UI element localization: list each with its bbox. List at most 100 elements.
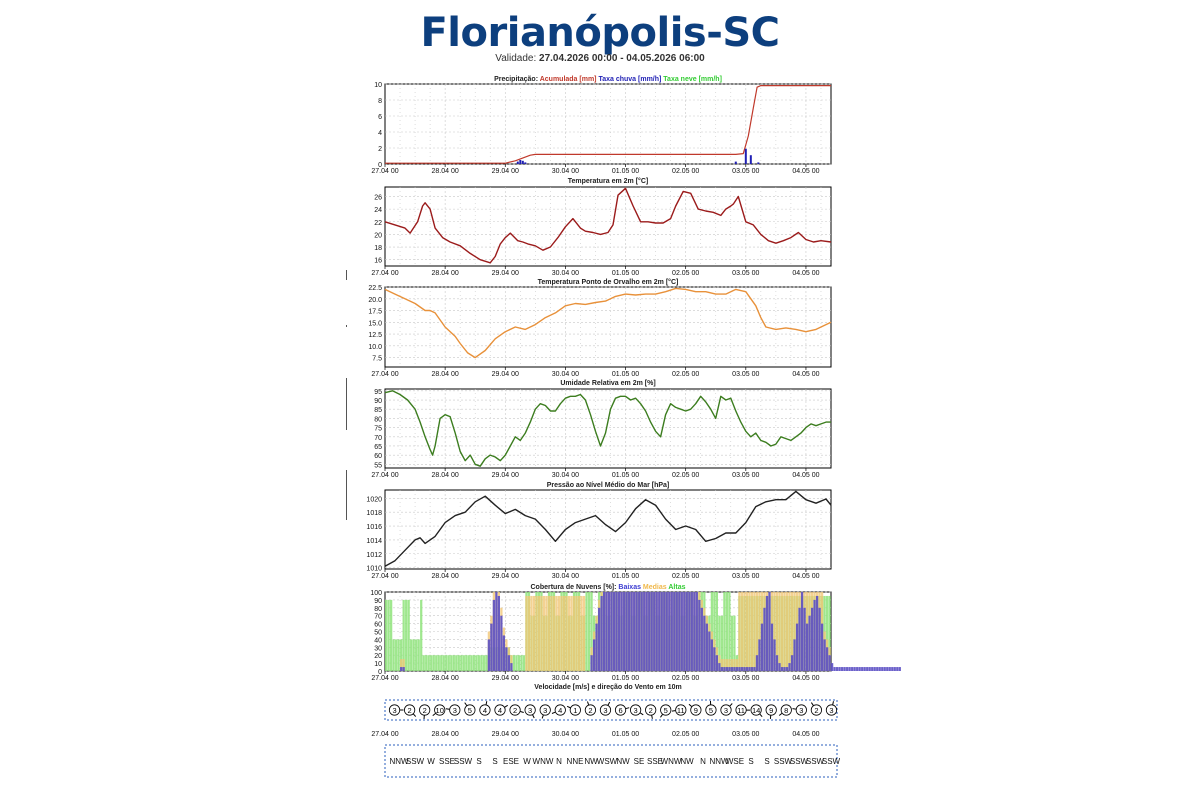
cloud-low-bar	[836, 667, 839, 671]
panel-title-part: Temperatura Ponto de Orvalho em 2m [°C]	[538, 278, 679, 286]
y-tick-label: 90	[374, 398, 382, 405]
cloud-mid-bar	[545, 595, 548, 671]
wind-direction-arrow	[688, 703, 692, 707]
wind-speed-circle	[554, 704, 566, 716]
cloud-low-bar	[848, 667, 851, 671]
series-line	[385, 84, 831, 164]
cloud-low-bar	[878, 667, 881, 671]
cloud-low-bar	[818, 607, 821, 671]
cloud-low-bar	[635, 592, 638, 671]
x-tick-label: 04.05 00	[792, 270, 819, 277]
wind-speed-label: 2	[408, 706, 412, 715]
wind-speed-label: 6	[618, 706, 622, 715]
wind-direction-arrow	[412, 713, 417, 717]
cloud-mid-bar	[572, 595, 576, 671]
cloud-low-bar	[720, 667, 724, 671]
y-tick-label: 1010	[366, 566, 382, 573]
cloud-mid-bar	[552, 595, 556, 671]
cloud-low-bar	[735, 667, 739, 671]
y-tick-label: 20.0	[368, 297, 382, 304]
cloud-high-bar	[587, 592, 591, 671]
wind-speed-label: 2	[814, 706, 818, 715]
x-tick-label: 27.04 00	[371, 168, 398, 175]
cloud-low-bar	[886, 667, 889, 671]
wind-speed-label: 4	[483, 706, 487, 715]
y-tick-label: 65	[374, 444, 382, 451]
cloud-mid-bar	[793, 592, 796, 671]
cloud-high-bar	[470, 655, 473, 671]
cloud-mid-bar	[785, 592, 789, 671]
page-title: Florianópolis-SC	[420, 10, 780, 56]
cloud-low-bar	[785, 667, 789, 671]
cloud-low-bar	[800, 592, 804, 671]
cloud-low-bar	[883, 667, 886, 671]
x-tick-label: 01.05 00	[612, 168, 639, 175]
wind-speed-label: 9	[769, 706, 773, 715]
y-tick-label: 10	[374, 82, 382, 89]
y-tick-label: 90	[374, 598, 382, 605]
cloud-high-bar	[390, 599, 393, 671]
cloud-mid-bar	[532, 595, 536, 671]
cloud-low-bar	[507, 655, 511, 671]
cloud-low-bar	[778, 663, 781, 671]
wind-x-tick-label: 01.05 00	[612, 731, 639, 738]
cloud-low-bar	[705, 623, 708, 671]
cloud-low-bar	[645, 592, 648, 671]
cloud-low-bar	[888, 667, 891, 671]
cloud-high-bar	[825, 595, 829, 671]
wind-speed-circle	[825, 704, 838, 716]
cloud-low-bar	[755, 655, 759, 671]
cloud-high-bar	[462, 655, 465, 671]
wind-speed-label: 14	[752, 706, 760, 715]
cloud-low-bar	[858, 667, 861, 671]
left-edge-mark	[346, 378, 347, 430]
cloud-low-bar	[768, 592, 771, 671]
wind-direction-arrow	[432, 713, 436, 717]
cloud-low-bar	[402, 667, 405, 671]
cloud-low-bar	[708, 631, 711, 671]
cloud-low-bar	[615, 592, 618, 671]
cloud-low-bar	[780, 667, 784, 671]
wind-speed-circle	[750, 704, 762, 716]
cloud-low-bar	[643, 592, 646, 671]
cloud-mid-bar	[753, 592, 756, 671]
wind-speed-circle	[720, 704, 732, 716]
cloud-low-bar	[805, 623, 809, 671]
cloud-low-bar	[625, 592, 628, 671]
wind-direction-label: NW	[680, 757, 694, 766]
wind-speed-label: 3	[603, 706, 607, 715]
cloud-mid-bar	[735, 659, 739, 671]
rain-rate-bar	[734, 161, 737, 164]
cloud-mid-bar	[580, 595, 583, 671]
x-tick-label: 03.05 00	[732, 371, 759, 378]
cloud-low-bar	[813, 599, 816, 671]
cloud-low-bar	[788, 663, 791, 671]
x-tick-label: 27.04 00	[371, 472, 398, 479]
wind-x-tick-label: 30.04 00	[552, 731, 579, 738]
cloud-mid-bar	[778, 592, 781, 671]
cloud-low-bar	[505, 647, 508, 671]
panel-title: Cobertura de Nuvens [%]: Baixas Medias A…	[531, 584, 686, 591]
cloud-mid-bar	[738, 592, 741, 671]
cloud-mid-bar	[728, 659, 731, 671]
y-tick-label: 10	[374, 661, 382, 668]
x-tick-label: 30.04 00	[552, 168, 579, 175]
x-tick-label: 28.04 00	[432, 472, 459, 479]
wind-direction-label: NW	[584, 757, 598, 766]
wind-direction-arrow	[651, 715, 653, 719]
x-tick-label: 28.04 00	[432, 573, 459, 580]
cloud-low-bar	[730, 667, 734, 671]
cloud-low-bar	[613, 592, 616, 671]
cloud-mid-bar	[535, 595, 538, 671]
cloud-low-bar	[675, 592, 678, 671]
cloud-high-bar	[422, 655, 425, 671]
cloud-mid-bar	[783, 592, 786, 671]
y-tick-label: 100	[370, 590, 382, 597]
wind-x-tick-label: 29.04 00	[492, 731, 519, 738]
cloud-low-bar	[725, 667, 729, 671]
panel-title: Temperatura em 2m [°C]	[568, 177, 648, 185]
wind-direction-arrow	[586, 701, 590, 705]
x-tick-label: 29.04 00	[492, 573, 519, 580]
cloud-low-bar	[400, 667, 403, 671]
cloud-high-bar	[715, 592, 718, 671]
